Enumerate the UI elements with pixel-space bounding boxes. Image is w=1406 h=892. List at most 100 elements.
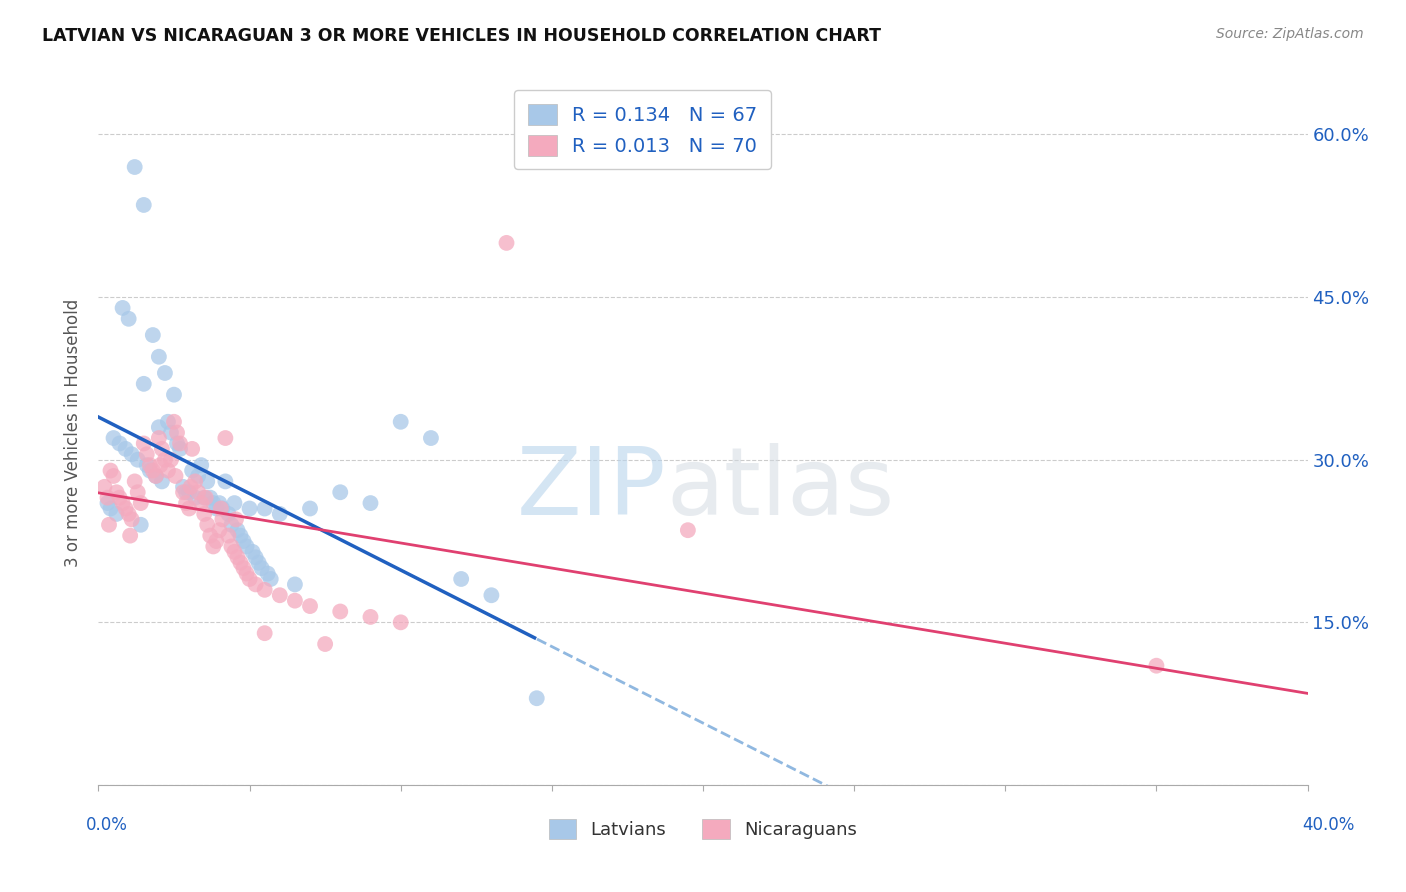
Point xyxy=(247,556,270,570)
Point xyxy=(224,496,246,510)
Point xyxy=(211,512,233,526)
Point xyxy=(114,501,136,516)
Point xyxy=(132,198,155,212)
Point xyxy=(205,501,228,516)
Point xyxy=(129,496,152,510)
Point xyxy=(150,442,173,456)
Point xyxy=(235,540,257,554)
Point xyxy=(120,528,142,542)
Point xyxy=(149,458,172,472)
Point xyxy=(153,452,176,467)
Point xyxy=(108,491,131,505)
Legend: Latvians, Nicaraguans: Latvians, Nicaraguans xyxy=(541,812,865,847)
Point xyxy=(229,528,252,542)
Point xyxy=(420,431,443,445)
Point xyxy=(93,480,115,494)
Point xyxy=(108,436,131,450)
Point xyxy=(187,485,209,500)
Point xyxy=(148,350,170,364)
Point xyxy=(389,415,412,429)
Point xyxy=(214,475,236,489)
Point xyxy=(105,507,128,521)
Point xyxy=(360,610,382,624)
Point xyxy=(139,458,162,472)
Point xyxy=(156,464,179,478)
Point xyxy=(124,160,146,174)
Text: 40.0%: 40.0% xyxy=(1302,816,1355,834)
Point xyxy=(209,501,232,516)
Point xyxy=(121,512,143,526)
Point xyxy=(163,415,186,429)
Point xyxy=(202,496,225,510)
Point xyxy=(314,637,336,651)
Point xyxy=(172,485,194,500)
Point xyxy=(495,235,517,250)
Point xyxy=(124,475,146,489)
Point xyxy=(232,561,254,575)
Point xyxy=(145,469,167,483)
Point xyxy=(194,491,217,505)
Point xyxy=(96,496,118,510)
Point xyxy=(245,550,267,565)
Point xyxy=(232,534,254,549)
Point xyxy=(389,615,412,630)
Point xyxy=(200,528,222,542)
Point xyxy=(180,480,202,494)
Point xyxy=(245,577,267,591)
Point xyxy=(127,452,149,467)
Text: atlas: atlas xyxy=(666,443,896,535)
Point xyxy=(329,485,352,500)
Point xyxy=(169,436,191,450)
Point xyxy=(224,545,246,559)
Point xyxy=(142,328,165,343)
Point xyxy=(184,475,207,489)
Point xyxy=(253,501,276,516)
Point xyxy=(184,491,207,505)
Point xyxy=(121,447,143,461)
Point xyxy=(103,431,125,445)
Point xyxy=(250,561,273,575)
Point xyxy=(100,501,122,516)
Point xyxy=(156,415,179,429)
Point xyxy=(166,425,188,440)
Point xyxy=(360,496,382,510)
Text: ZIP: ZIP xyxy=(517,443,666,535)
Point xyxy=(299,599,322,613)
Point xyxy=(153,366,176,380)
Text: LATVIAN VS NICARAGUAN 3 OR MORE VEHICLES IN HOUSEHOLD CORRELATION CHART: LATVIAN VS NICARAGUAN 3 OR MORE VEHICLES… xyxy=(42,27,882,45)
Y-axis label: 3 or more Vehicles in Household: 3 or more Vehicles in Household xyxy=(65,299,83,566)
Point xyxy=(160,425,183,440)
Point xyxy=(253,626,276,640)
Point xyxy=(269,588,291,602)
Point xyxy=(676,523,699,537)
Point xyxy=(181,464,204,478)
Point xyxy=(202,540,225,554)
Point xyxy=(195,517,218,532)
Point xyxy=(1146,658,1168,673)
Point xyxy=(193,491,215,505)
Point xyxy=(225,512,247,526)
Point xyxy=(214,431,236,445)
Point xyxy=(205,534,228,549)
Point xyxy=(229,556,252,570)
Point xyxy=(193,507,215,521)
Point xyxy=(217,507,239,521)
Point xyxy=(235,566,257,581)
Point xyxy=(239,501,262,516)
Point xyxy=(217,528,239,542)
Point xyxy=(111,301,134,315)
Point xyxy=(169,442,191,456)
Point xyxy=(142,464,165,478)
Point xyxy=(118,507,141,521)
Point xyxy=(111,496,134,510)
Point xyxy=(179,485,201,500)
Point xyxy=(190,496,212,510)
Point xyxy=(148,431,170,445)
Point xyxy=(135,458,157,472)
Point xyxy=(96,491,118,505)
Point xyxy=(100,464,122,478)
Point xyxy=(208,496,231,510)
Point xyxy=(181,442,204,456)
Point xyxy=(174,496,197,510)
Text: Source: ZipAtlas.com: Source: ZipAtlas.com xyxy=(1216,27,1364,41)
